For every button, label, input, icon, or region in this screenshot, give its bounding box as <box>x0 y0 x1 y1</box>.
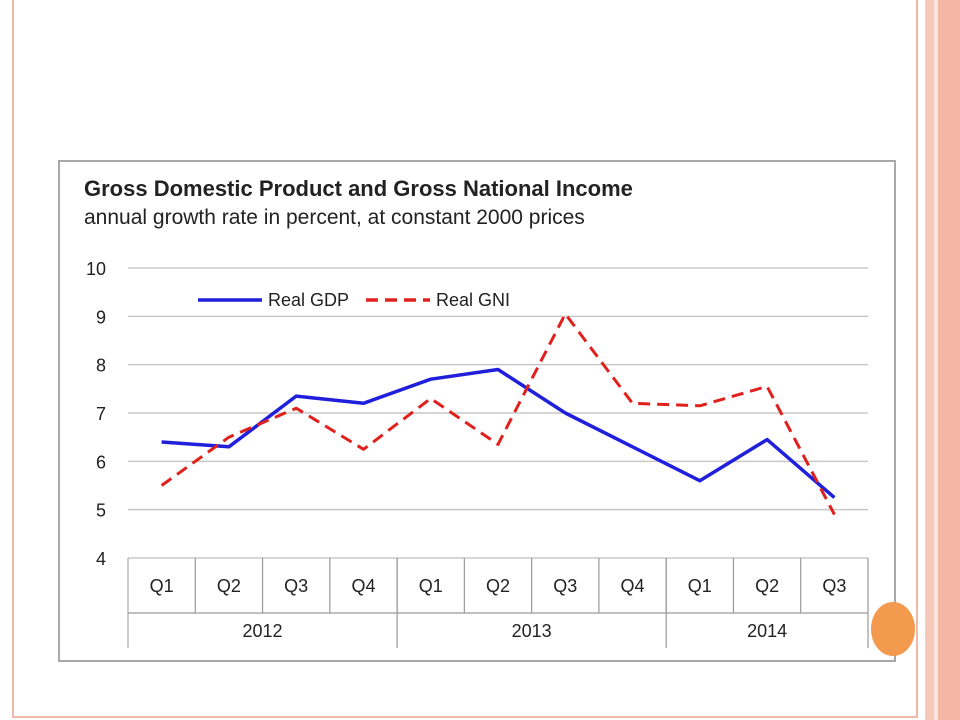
x-tick-label: Q2 <box>217 576 241 596</box>
group-label: 2012 <box>243 621 283 641</box>
slide-edge-stripe <box>925 0 934 720</box>
x-tick-label: Q3 <box>553 576 577 596</box>
y-tick-label: 4 <box>96 549 106 569</box>
y-tick-label: 10 <box>86 259 106 279</box>
x-tick-label: Q1 <box>688 576 712 596</box>
x-tick-label: Q3 <box>284 576 308 596</box>
slide-edge-line <box>934 0 938 720</box>
y-tick-label: 7 <box>96 404 106 424</box>
chart-container: Gross Domestic Product and Gross Nationa… <box>58 160 896 662</box>
y-tick-label: 6 <box>96 452 106 472</box>
series-line-real-gni <box>160 312 836 516</box>
slide-frame <box>12 0 918 718</box>
slide-decoration-circle <box>871 602 915 656</box>
line-chart: 4 5 6 7 8 9 10 2012 2013 2014 Q1 Q2 Q3 Q4 Q1 Q2 Q3 Q4 Q1 Q2… <box>86 259 869 648</box>
y-tick-label: 5 <box>96 501 106 521</box>
y-tick-label: 8 <box>96 356 106 376</box>
slide-edge-band <box>938 0 960 720</box>
x-tick-label: Q2 <box>486 576 510 596</box>
x-tick-label: Q4 <box>621 576 645 596</box>
series-line-real-gdp <box>161 367 836 499</box>
group-label: 2014 <box>747 621 787 641</box>
group-label: 2013 <box>512 621 552 641</box>
legend-label: Real GNI <box>436 290 510 310</box>
x-tick-label: Q3 <box>822 576 846 596</box>
legend-label: Real GDP <box>268 290 349 310</box>
x-tick-label: Q1 <box>150 576 174 596</box>
chart-subtitle: annual growth rate in percent, at consta… <box>84 206 585 229</box>
x-tick-label: Q4 <box>351 576 375 596</box>
x-tick-label: Q1 <box>419 576 443 596</box>
x-tick-label: Q2 <box>755 576 779 596</box>
chart-title: Gross Domestic Product and Gross Nationa… <box>84 176 633 201</box>
y-tick-label: 9 <box>96 307 106 327</box>
